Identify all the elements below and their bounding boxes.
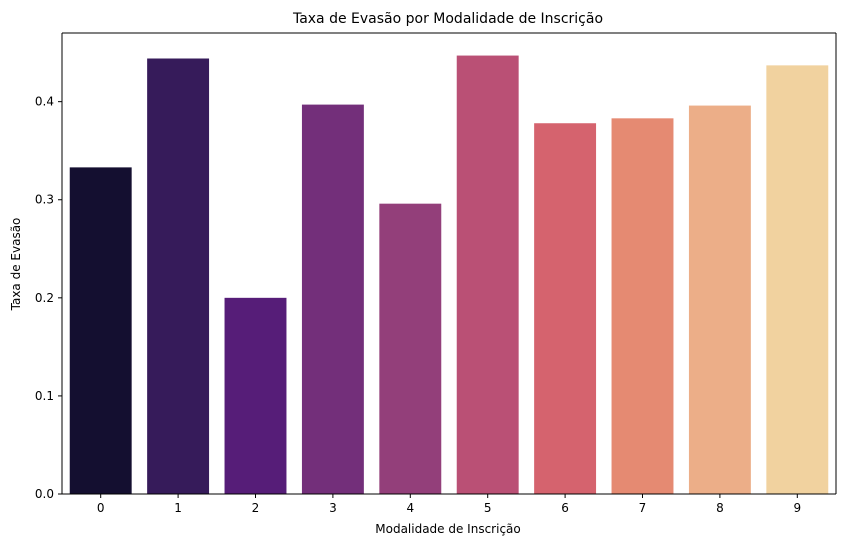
bar-7 xyxy=(611,118,674,494)
y-tick-label: 0.4 xyxy=(35,95,54,109)
bar-1 xyxy=(147,58,210,494)
bar-3 xyxy=(301,104,364,494)
y-tick-label: 0.1 xyxy=(35,389,54,403)
bar-2 xyxy=(224,297,287,494)
x-tick-label: 1 xyxy=(174,501,182,515)
x-tick-label: 2 xyxy=(252,501,260,515)
x-tick-label: 8 xyxy=(716,501,724,515)
bar-6 xyxy=(534,123,597,495)
x-tick-label: 0 xyxy=(97,501,105,515)
x-tick-label: 3 xyxy=(329,501,337,515)
bar-9 xyxy=(766,65,829,495)
bar-8 xyxy=(688,105,751,494)
x-tick-label: 7 xyxy=(639,501,647,515)
x-tick-label: 9 xyxy=(793,501,801,515)
x-axis-label: Modalidade de Inscrição xyxy=(375,522,521,536)
plot-area xyxy=(61,32,837,495)
y-axis-label: Taxa de Evasão xyxy=(9,218,23,312)
chart-title: Taxa de Evasão por Modalidade de Inscriç… xyxy=(292,11,603,27)
x-axis: 0 1 2 3 4 5 6 7 8 9 xyxy=(97,494,801,515)
y-tick-label: 0.0 xyxy=(35,487,54,501)
y-tick-label: 0.3 xyxy=(35,193,54,207)
x-tick-label: 5 xyxy=(484,501,492,515)
bar-4 xyxy=(379,203,442,495)
y-axis: 0.0 0.1 0.2 0.3 0.4 xyxy=(35,95,62,501)
bar-0 xyxy=(69,167,132,494)
y-tick-label: 0.2 xyxy=(35,291,54,305)
x-tick-label: 4 xyxy=(406,501,414,515)
bar-5 xyxy=(456,55,519,495)
x-tick-label: 6 xyxy=(561,501,569,515)
